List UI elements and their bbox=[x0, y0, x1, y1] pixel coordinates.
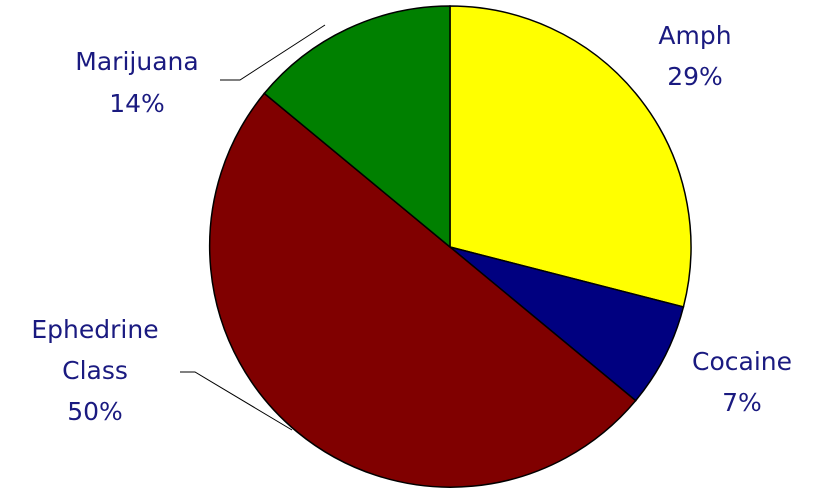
slice-label-ephedrine-line2: Class bbox=[62, 356, 128, 385]
leader-lines bbox=[180, 24, 326, 431]
pie-slice-amph bbox=[449, 5, 692, 308]
pie-slice-ephedrine-class bbox=[208, 92, 637, 488]
slice-label-marijuana: Marijuana bbox=[75, 47, 198, 76]
slice-label-ephedrine-line1: Ephedrine bbox=[31, 315, 158, 344]
slice-value-amph: 29% bbox=[667, 62, 723, 91]
pie-slices bbox=[208, 5, 692, 488]
slice-value-ephedrine-class: 50% bbox=[67, 397, 123, 426]
pie-slice-cocaine bbox=[449, 246, 685, 402]
leader-line-marijuana bbox=[220, 24, 326, 81]
slice-label-cocaine: Cocaine bbox=[692, 347, 792, 376]
pie-slice-marijuana bbox=[263, 5, 451, 249]
leader-line-ephedrine-class bbox=[180, 371, 293, 431]
slice-value-cocaine: 7% bbox=[722, 388, 762, 417]
slice-value-marijuana: 14% bbox=[109, 89, 165, 118]
slice-label-amph: Amph bbox=[658, 21, 731, 50]
